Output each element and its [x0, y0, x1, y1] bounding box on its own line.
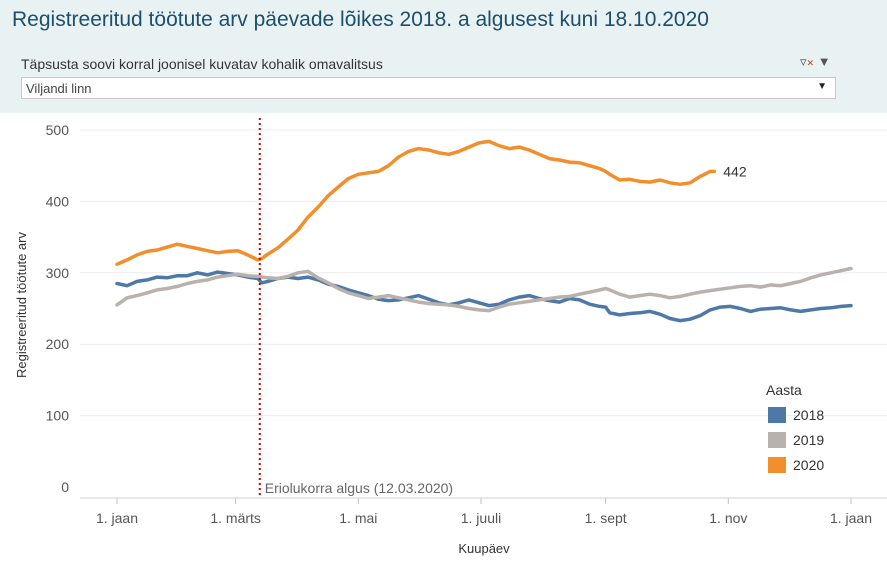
x-axis-title: Kuupäev	[458, 541, 510, 556]
dropdown-arrow-icon[interactable]: ▼	[817, 54, 831, 69]
legend-swatch-2020	[768, 457, 786, 473]
x-tick-label: 1. jaan	[96, 510, 138, 526]
filter-controls[interactable]: ▿✕ ▼	[800, 54, 831, 70]
series-lines	[115, 139, 853, 323]
municipality-select[interactable]: Viljandi linn ▼	[21, 77, 836, 99]
header-panel: Registreeritud töötute arv päevade lõike…	[0, 0, 887, 113]
y-tick-label: 0	[61, 479, 69, 495]
filter-label: Täpsusta soovi korral joonisel kuvatav k…	[21, 56, 383, 72]
lockdown-annotation: Eriolukorra algus (12.03.2020)	[258, 118, 453, 498]
end-value-label: 442	[723, 163, 747, 179]
x-tick-label: 1. sept	[585, 510, 627, 526]
x-tick-label: 1. märts	[210, 510, 261, 526]
y-tick-label: 200	[46, 336, 70, 352]
x-tick-label: 1. juuli	[461, 510, 501, 526]
selected-municipality: Viljandi linn	[26, 81, 92, 96]
page-title: Registreeritud töötute arv päevade lõike…	[12, 8, 709, 31]
y-axis-title: Registreeritud töötute arv	[14, 232, 29, 378]
legend-label-2018: 2018	[793, 407, 824, 423]
y-axis: 0 100 200 300 400 500	[46, 122, 70, 495]
series-line-2018	[115, 270, 853, 323]
grid-lines	[80, 129, 887, 417]
annotation-label: Eriolukorra algus (12.03.2020)	[265, 480, 453, 496]
legend-title: Aasta	[766, 382, 802, 398]
series-line-2020	[115, 139, 717, 266]
chevron-down-icon[interactable]: ▼	[817, 81, 827, 92]
x-tick-label: 1. nov	[709, 510, 747, 526]
legend-label-2019: 2019	[793, 432, 824, 448]
x-axis: 1. jaan 1. märts 1. mai 1. juuli 1. sept 1. n…	[96, 498, 872, 526]
x-tick-label: 1. mai	[339, 510, 377, 526]
legend-label-2020: 2020	[793, 457, 824, 473]
y-tick-label: 100	[46, 408, 70, 424]
y-tick-label: 400	[46, 193, 70, 209]
legend-swatch-2019	[768, 432, 786, 448]
series-line-2019	[115, 266, 853, 313]
legend: Aasta 2018 2019 2020	[766, 382, 824, 473]
legend-swatch-2018	[768, 407, 786, 423]
y-tick-label: 500	[46, 122, 70, 138]
x-tick-label: 1. jaan	[830, 510, 872, 526]
clear-filter-icon[interactable]: ▿✕	[800, 54, 815, 69]
y-tick-label: 300	[46, 265, 70, 281]
